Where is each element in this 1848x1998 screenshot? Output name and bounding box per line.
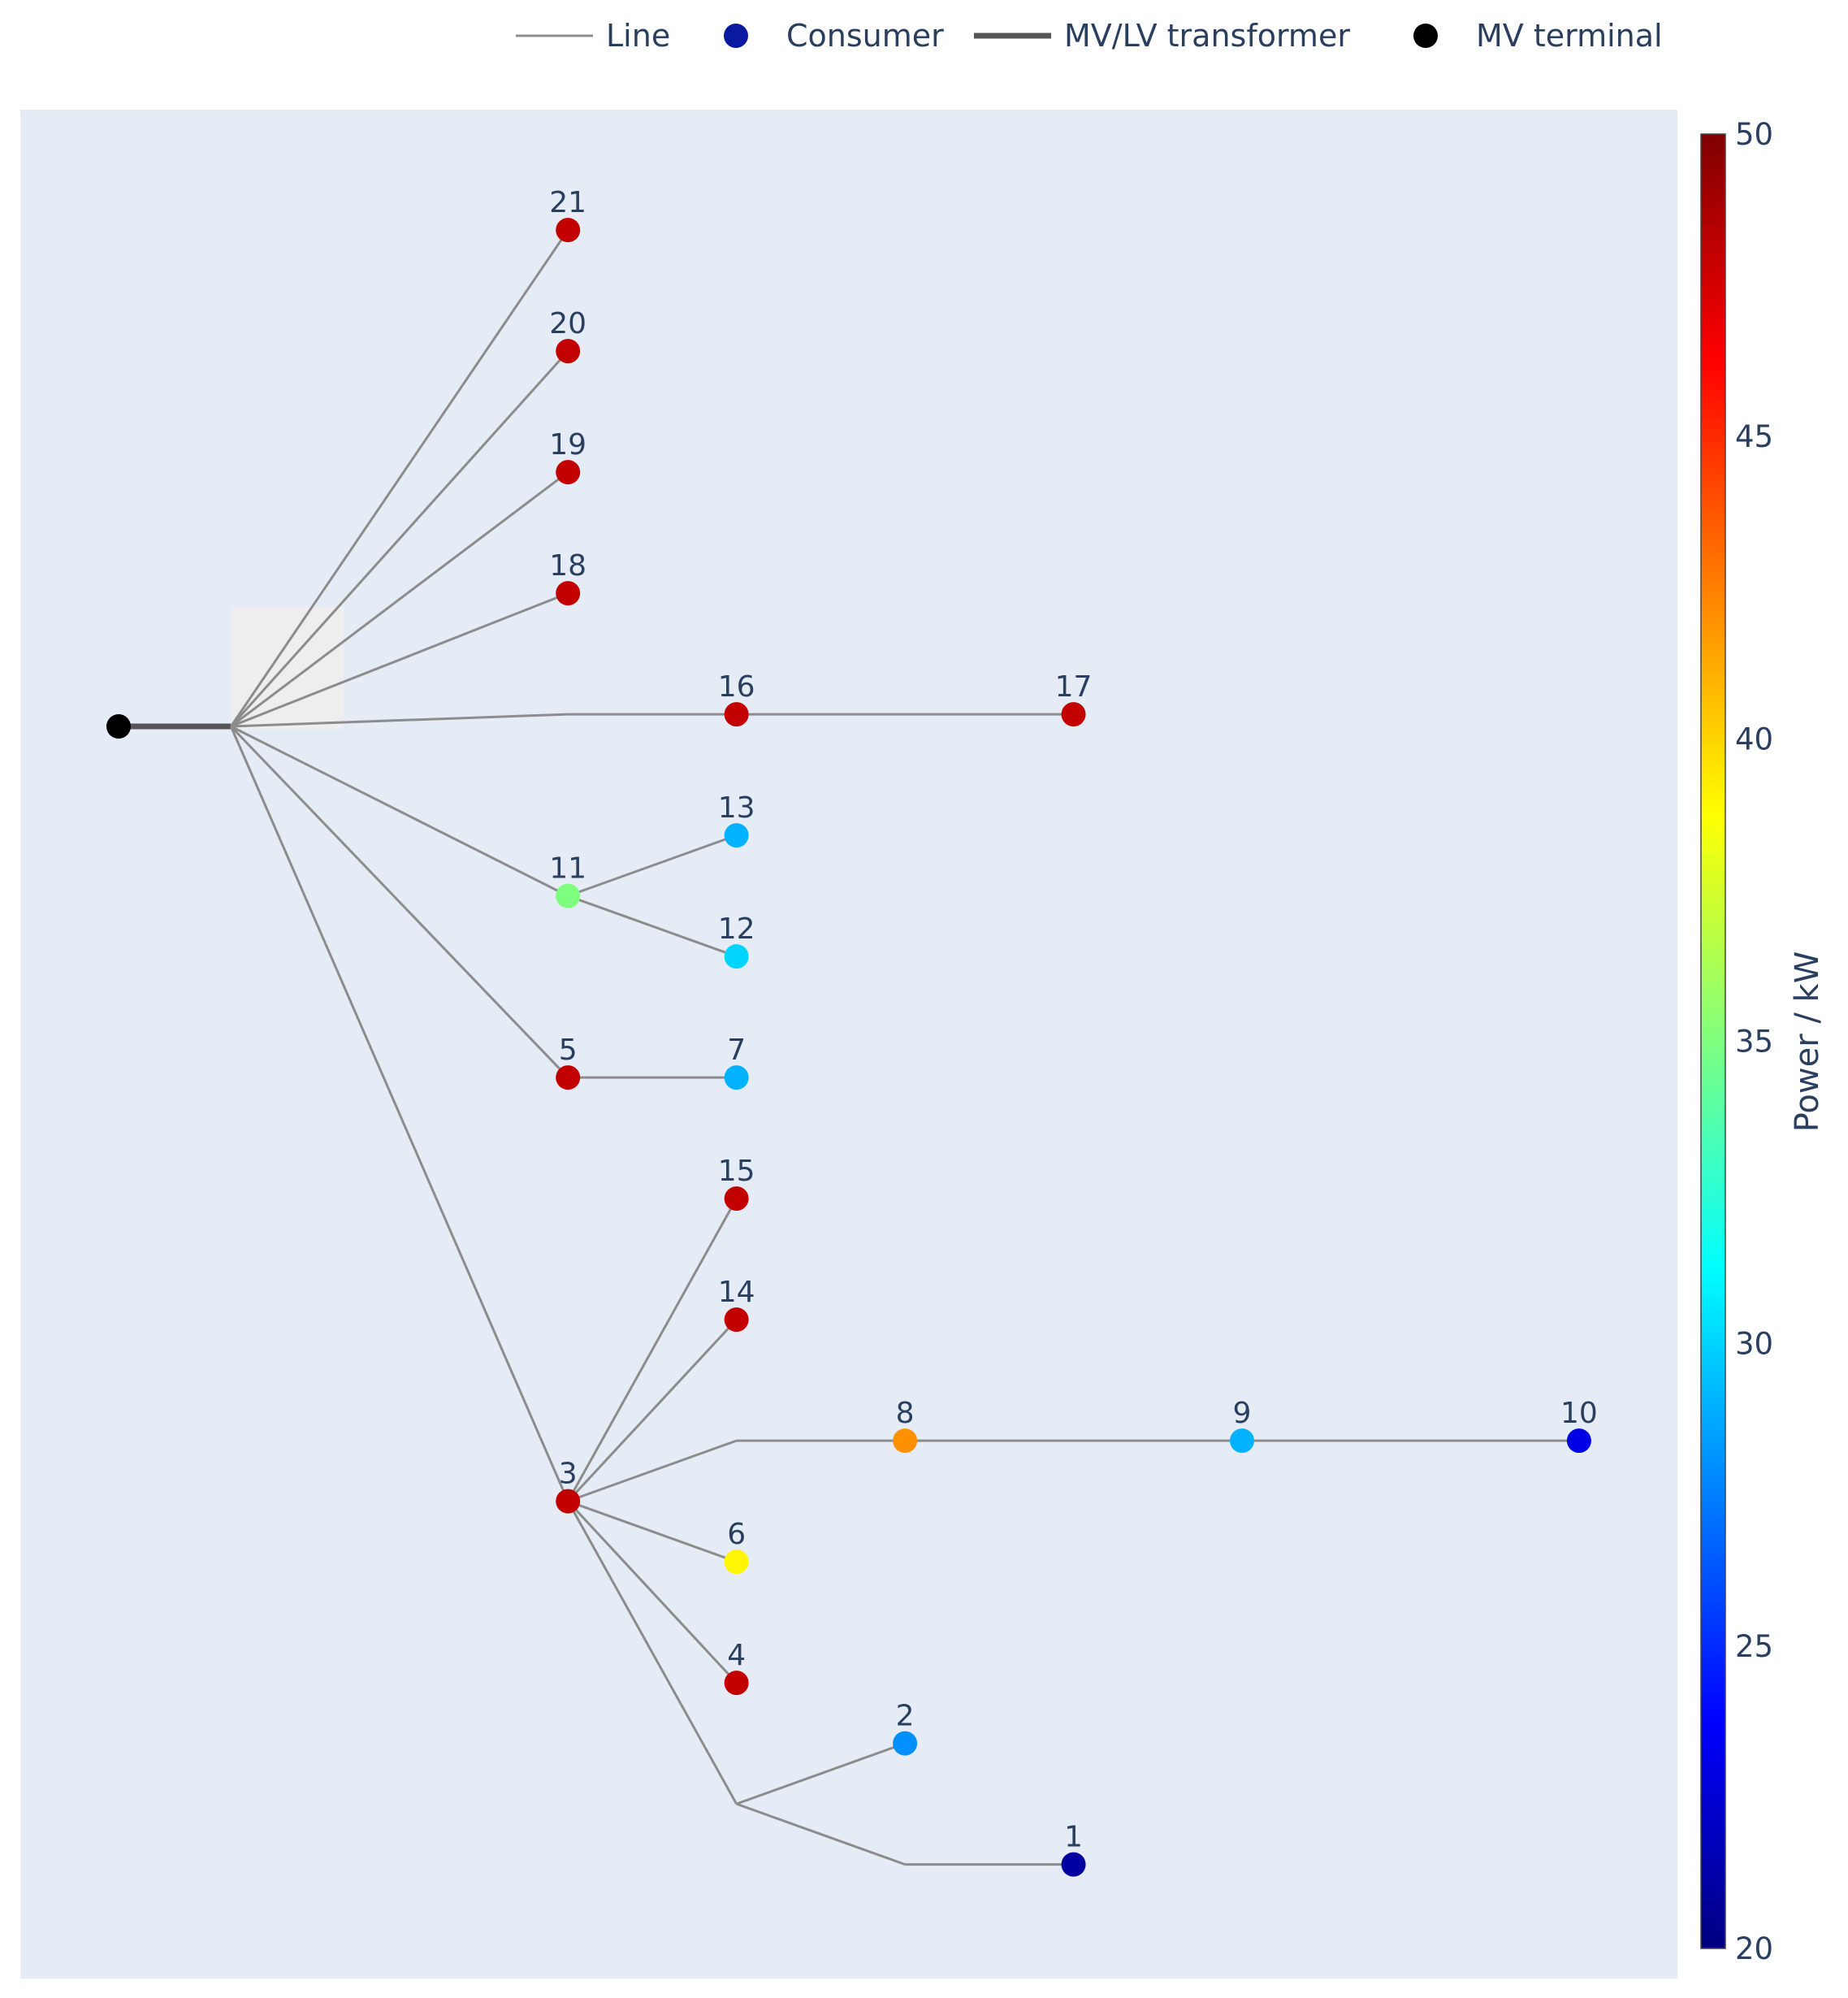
line-edge [230,725,569,897]
consumer-node-16[interactable] [724,702,749,727]
node-label-4: 4 [727,1639,746,1672]
consumer-node-8[interactable] [893,1428,918,1454]
line-edge [230,725,569,1079]
consumer-node-5[interactable] [556,1065,581,1090]
legend: Line Consumer MV/LV transformer MV termi… [516,18,1663,54]
consumer-node-19[interactable] [556,460,581,485]
colorbar-title: Power / kW [1789,951,1826,1133]
line-edge [736,1742,906,1805]
consumer-node-18[interactable] [556,581,581,606]
node-label-1: 1 [1064,1821,1083,1854]
colorbar-tick-label: 50 [1735,117,1773,152]
node-label-14: 14 [718,1276,755,1309]
line-edge [229,726,569,1502]
node-label-18: 18 [549,549,586,583]
node-label-2: 2 [896,1700,915,1733]
blue-dot-icon [724,24,748,48]
colorbar-tick-label: 35 [1735,1025,1773,1060]
colorbar-tick-label: 20 [1735,1931,1773,1966]
line-edge [567,895,738,958]
line-edge [230,470,569,728]
edges-layer [119,229,1579,1866]
line-edge [736,1802,906,1866]
colorbar-tick-label: 40 [1735,722,1773,756]
node-label-20: 20 [549,307,586,340]
node-label-13: 13 [718,791,755,825]
node-label-15: 15 [718,1155,755,1188]
consumer-node-20[interactable] [556,339,581,364]
colorbar-tick-label: 30 [1735,1327,1773,1362]
line-edge [566,1198,738,1502]
line-edge [567,1500,738,1684]
consumer-node-12[interactable] [724,944,749,969]
consumer-node-10[interactable] [1566,1428,1591,1454]
colorbar-ticks: 50 45 40 35 30 25 20 [1735,117,1773,1966]
consumer-node-2[interactable] [893,1731,918,1756]
consumer-node-1[interactable] [1061,1852,1086,1877]
transformer-highlight [232,607,344,729]
node-label-6: 6 [727,1518,746,1551]
line-edge [230,350,569,728]
node-label-9: 9 [1233,1397,1252,1430]
line-edge [231,713,569,728]
legend-label-consumer: Consumer [786,18,944,54]
consumer-node-14[interactable] [724,1307,749,1333]
consumer-node-3[interactable] [556,1489,581,1514]
consumer-node-17[interactable] [1061,702,1086,727]
legend-item-consumer[interactable]: Consumer [724,18,944,54]
legend-item-transformer[interactable]: MV/LV transformer [974,18,1350,54]
line-edge [567,1319,738,1502]
plot-area [20,110,1677,1978]
legend-label-transformer: MV/LV transformer [1064,18,1350,54]
consumer-node-9[interactable] [1230,1428,1254,1454]
node-label-16: 16 [718,670,755,704]
consumer-node-15[interactable] [724,1186,749,1211]
legend-label-line: Line [606,18,670,54]
node-label-5: 5 [559,1034,578,1067]
consumer-node-6[interactable] [724,1549,749,1575]
line-edge [567,834,738,898]
node-label-21: 21 [549,186,586,219]
node-label-11: 11 [549,852,586,886]
black-dot-icon [1413,24,1438,48]
node-label-12: 12 [718,912,755,946]
line-edge [567,1500,738,1563]
consumer-node-11[interactable] [556,883,581,908]
node-label-8: 8 [896,1397,915,1430]
line-edge [230,229,569,727]
colorbar [1700,133,1726,1949]
nodes-layer [106,218,1591,1877]
line-edge [566,1500,738,1805]
consumer-node-21[interactable] [556,218,581,243]
node-label-7: 7 [727,1034,746,1067]
node-label-19: 19 [549,428,586,462]
consumer-node-13[interactable] [724,823,749,848]
line-edge [567,1439,738,1503]
colorbar-tick-label: 45 [1735,419,1773,454]
line-edge [230,592,569,728]
node-label-17: 17 [1055,670,1093,704]
legend-item-mv-terminal[interactable]: MV terminal [1413,18,1663,54]
node-label-3: 3 [559,1458,578,1491]
consumer-node-7[interactable] [724,1065,749,1090]
colorbar-tick-label: 25 [1735,1629,1773,1664]
legend-label-mv-terminal: MV terminal [1476,18,1663,54]
mv-terminal-node[interactable] [106,714,131,739]
legend-item-line[interactable]: Line [516,18,670,54]
consumer-node-4[interactable] [724,1671,749,1696]
node-label-10: 10 [1560,1397,1598,1430]
